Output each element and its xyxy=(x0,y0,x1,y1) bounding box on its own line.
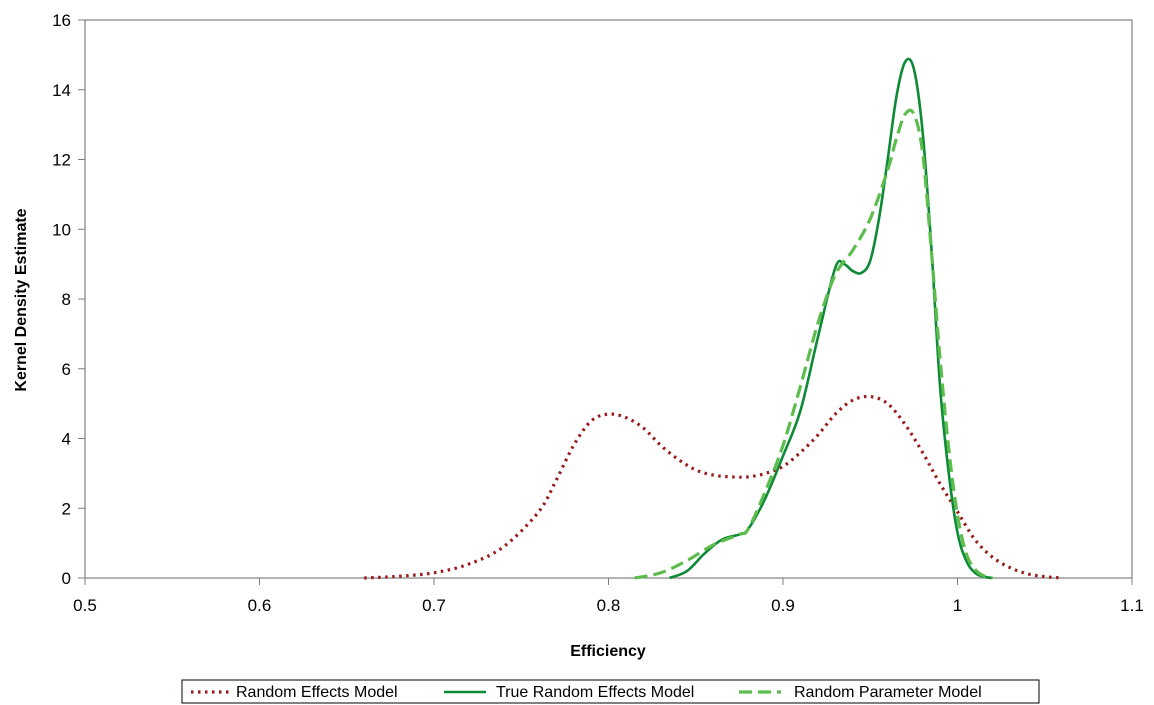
x-tick-label: 0.6 xyxy=(248,596,272,615)
plot-area-frame xyxy=(84,19,1133,579)
y-tick-label: 6 xyxy=(62,360,71,379)
y-tick-label: 12 xyxy=(52,151,71,170)
y-tick-label: 16 xyxy=(52,11,71,30)
y-axis-title: Kernel Density Estimate xyxy=(13,208,30,391)
x-tick-label: 0.7 xyxy=(422,596,446,615)
series-lines xyxy=(364,57,1063,580)
x-tick-label: 0.8 xyxy=(597,596,621,615)
x-tick-label: 0.9 xyxy=(771,596,795,615)
legend-label-random-effects-model: Random Effects Model xyxy=(236,684,398,701)
series-line-true-random-effects-model xyxy=(669,57,993,580)
x-tick-label: 1.1 xyxy=(1120,596,1144,615)
x-axis-title: Efficiency xyxy=(570,643,646,660)
y-tick-label: 2 xyxy=(62,499,71,518)
x-tick-label: 0.5 xyxy=(73,596,97,615)
y-tick-label: 4 xyxy=(62,430,71,449)
y-tick-label: 8 xyxy=(62,290,71,309)
series-line-random-effects-model xyxy=(364,394,1063,580)
y-tick-label: 10 xyxy=(52,220,71,239)
legend: Random Effects Model True Random Effects … xyxy=(181,679,1040,704)
legend-label-random-parameter-model: Random Parameter Model xyxy=(794,684,982,701)
y-tick-label: 0 xyxy=(62,569,71,588)
y-tick-label: 14 xyxy=(52,81,71,100)
series-line-random-parameter-model xyxy=(634,108,993,580)
tick-labels: 0.5 0.6 0.7 0.8 0.9 1 1.1 0 2 4 6 8 10 12 14 16 xyxy=(52,11,1144,615)
legend-label-true-random-effects-model: True Random Effects Model xyxy=(496,684,694,701)
axes xyxy=(78,19,1133,585)
x-tick-label: 1 xyxy=(953,596,962,615)
legend-box xyxy=(181,679,1040,704)
